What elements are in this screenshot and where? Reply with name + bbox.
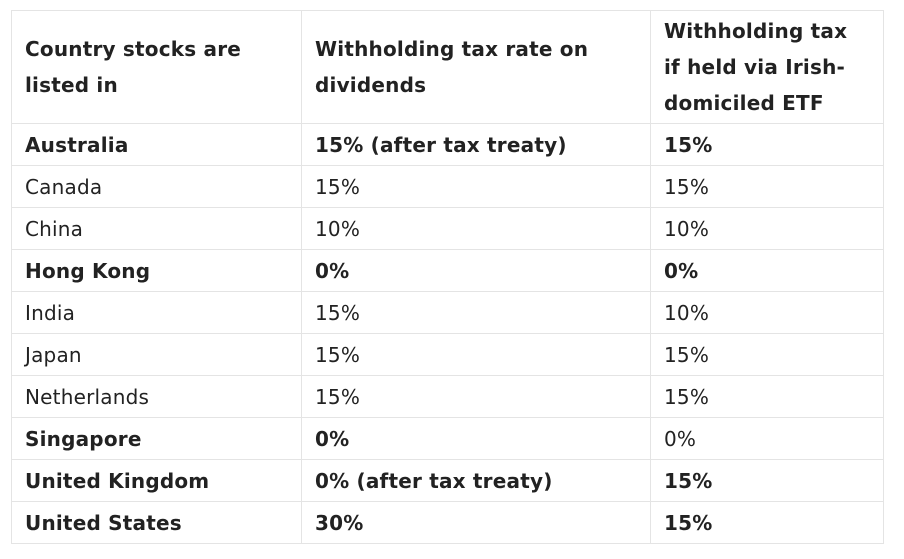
withholding-tax-table: Country stocks are listed in Withholding… xyxy=(11,10,884,544)
header-country: Country stocks are listed in xyxy=(12,11,302,124)
cell-etf: 15% xyxy=(651,460,884,502)
cell-country: China xyxy=(12,208,302,250)
table-row: Netherlands 15% 15% xyxy=(12,376,884,418)
cell-country: Australia xyxy=(12,124,302,166)
cell-rate: 15% xyxy=(302,376,651,418)
cell-rate: 0% (after tax treaty) xyxy=(302,460,651,502)
cell-rate: 15% (after tax treaty) xyxy=(302,124,651,166)
table-row: United States 30% 15% xyxy=(12,502,884,544)
cell-etf: 10% xyxy=(651,208,884,250)
cell-etf: 0% xyxy=(651,250,884,292)
cell-country: Netherlands xyxy=(12,376,302,418)
table-body: Australia 15% (after tax treaty) 15% Can… xyxy=(12,124,884,544)
cell-rate: 15% xyxy=(302,292,651,334)
table-row: Australia 15% (after tax treaty) 15% xyxy=(12,124,884,166)
cell-rate: 10% xyxy=(302,208,651,250)
cell-etf: 15% xyxy=(651,334,884,376)
header-row: Country stocks are listed in Withholding… xyxy=(12,11,884,124)
cell-country: Canada xyxy=(12,166,302,208)
cell-country: United States xyxy=(12,502,302,544)
cell-etf: 15% xyxy=(651,166,884,208)
cell-rate: 15% xyxy=(302,334,651,376)
cell-etf: 15% xyxy=(651,376,884,418)
cell-country: Hong Kong xyxy=(12,250,302,292)
cell-rate: 0% xyxy=(302,250,651,292)
cell-rate: 30% xyxy=(302,502,651,544)
cell-country: Singapore xyxy=(12,418,302,460)
cell-rate: 0% xyxy=(302,418,651,460)
header-etf-withholding: Withholding tax if held via Irish-domici… xyxy=(651,11,884,124)
cell-etf: 15% xyxy=(651,502,884,544)
header-withholding-rate: Withholding tax rate on dividends xyxy=(302,11,651,124)
cell-country: India xyxy=(12,292,302,334)
cell-etf: 15% xyxy=(651,124,884,166)
table-header: Country stocks are listed in Withholding… xyxy=(12,11,884,124)
cell-rate: 15% xyxy=(302,166,651,208)
table-row: India 15% 10% xyxy=(12,292,884,334)
table-row: Singapore 0% 0% xyxy=(12,418,884,460)
cell-etf: 10% xyxy=(651,292,884,334)
table-row: United Kingdom 0% (after tax treaty) 15% xyxy=(12,460,884,502)
cell-country: United Kingdom xyxy=(12,460,302,502)
table-row: Japan 15% 15% xyxy=(12,334,884,376)
cell-country: Japan xyxy=(12,334,302,376)
cell-etf: 0% xyxy=(651,418,884,460)
table-row: Canada 15% 15% xyxy=(12,166,884,208)
table-row: Hong Kong 0% 0% xyxy=(12,250,884,292)
table-row: China 10% 10% xyxy=(12,208,884,250)
